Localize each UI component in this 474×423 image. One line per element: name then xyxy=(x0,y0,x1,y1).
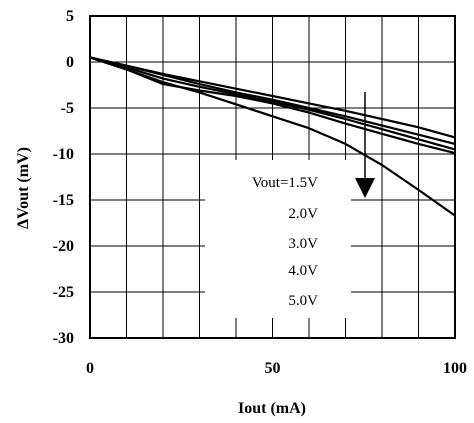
x-axis-title: Iout (mA) xyxy=(238,400,306,417)
x-tick-label: 0 xyxy=(86,360,94,377)
legend: Vout=1.5V 2.0V 3.0V 4.0V 5.0V xyxy=(205,160,351,318)
y-tick-label: 5 xyxy=(66,8,74,25)
legend-label-3: 3.0V xyxy=(288,236,318,252)
y-tick-label: -25 xyxy=(53,284,74,301)
series-lines xyxy=(89,56,456,217)
legend-label-4: 4.0V xyxy=(288,263,318,279)
series-line-3 xyxy=(89,56,456,151)
legend-label-2: 2.0V xyxy=(288,206,318,222)
plot-frame xyxy=(89,15,456,339)
arrow-head xyxy=(355,178,375,198)
legend-label-5: 5.0V xyxy=(288,293,318,309)
trend-arrow xyxy=(355,92,375,198)
y-tick-label: -10 xyxy=(53,146,74,163)
series-line-5 xyxy=(89,56,456,217)
legend-box xyxy=(205,160,351,318)
legend-label-1: Vout=1.5V xyxy=(252,175,318,191)
tick-labels: 50-5-10-15-20-25-300 50 100 xyxy=(53,8,467,377)
y-axis-title: ΔVout (mV) xyxy=(15,147,32,229)
plot-border xyxy=(89,15,456,339)
y-tick-label: -20 xyxy=(53,238,74,255)
y-tick-label: -30 xyxy=(53,330,74,347)
series-line-4 xyxy=(89,56,456,155)
series-line-2 xyxy=(89,56,456,145)
x-tick-label: 100 xyxy=(443,360,467,377)
x-tick-label: 50 xyxy=(265,360,281,377)
y-tick-label: -5 xyxy=(61,100,74,117)
y-tick-label: 0 xyxy=(66,54,74,71)
y-tick-label: -15 xyxy=(53,192,74,209)
